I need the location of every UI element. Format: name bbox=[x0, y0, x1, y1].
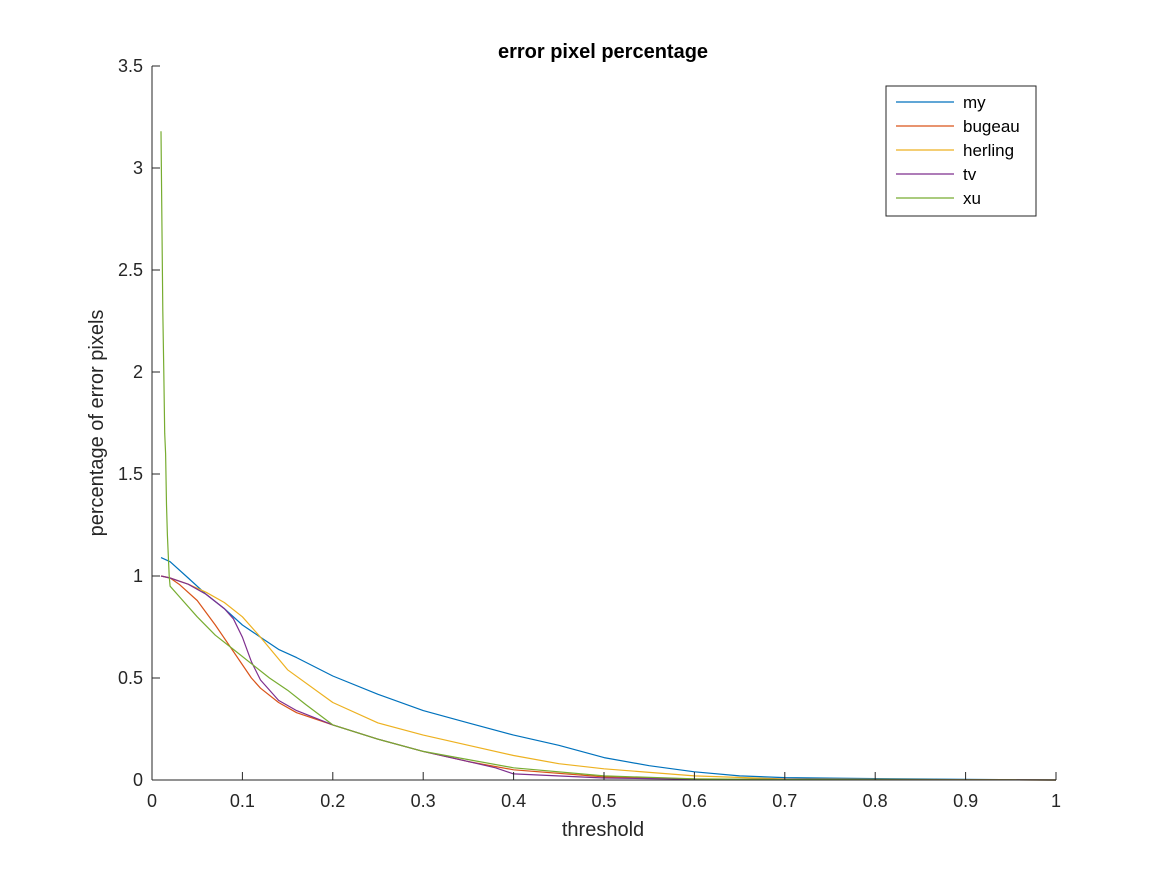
x-tick-label: 0.7 bbox=[772, 791, 797, 811]
y-axis-label: percentage of error pixels bbox=[86, 310, 108, 537]
x-tick-label: 0.5 bbox=[591, 791, 616, 811]
legend: my bugeau herling tv xu bbox=[885, 85, 1037, 217]
x-tick-label: 0 bbox=[147, 791, 157, 811]
x-tick-label: 0.8 bbox=[863, 791, 888, 811]
y-tick-label: 0 bbox=[133, 770, 143, 790]
legend-label-xu: xu bbox=[963, 189, 981, 208]
legend-label-bugeau: bugeau bbox=[963, 117, 1020, 136]
series-line-my bbox=[160, 557, 1057, 781]
y-tick-label: 1 bbox=[133, 566, 143, 586]
series-line-xu bbox=[160, 131, 1057, 781]
x-tick-label: 0.6 bbox=[682, 791, 707, 811]
y-tick-label: 1.5 bbox=[118, 464, 143, 484]
x-tick-label: 1 bbox=[1051, 791, 1061, 811]
series-line-tv bbox=[160, 575, 1057, 781]
y-tick-label: 2.5 bbox=[118, 260, 143, 280]
x-tick-label: 0.4 bbox=[501, 791, 526, 811]
y-tick-label: 3 bbox=[133, 158, 143, 178]
x-axis-label: threshold bbox=[562, 819, 644, 841]
y-tick-label: 3.5 bbox=[118, 56, 143, 76]
y-tick-label: 2 bbox=[133, 362, 143, 382]
legend-box bbox=[885, 85, 1037, 217]
x-tick-label: 0.9 bbox=[953, 791, 978, 811]
x-tick-label: 0.3 bbox=[411, 791, 436, 811]
y-tick-label: 0.5 bbox=[118, 668, 143, 688]
chart-title: error pixel percentage bbox=[498, 41, 708, 63]
x-tick-label: 0.2 bbox=[320, 791, 345, 811]
x-tick-label: 0.1 bbox=[230, 791, 255, 811]
legend-label-my: my bbox=[963, 93, 986, 112]
axes-layer: 0 0.1 0.2 0.3 0.4 0.5 0.6 0.7 0.8 0.9 1 0 0.5 1 1.5 2 2.… bbox=[118, 56, 1061, 811]
legend-label-herling: herling bbox=[963, 141, 1014, 160]
series-layer bbox=[160, 131, 1057, 781]
series-line-herling bbox=[160, 575, 1057, 781]
series-line-bugeau bbox=[160, 575, 1057, 781]
legend-label-tv: tv bbox=[963, 165, 977, 184]
